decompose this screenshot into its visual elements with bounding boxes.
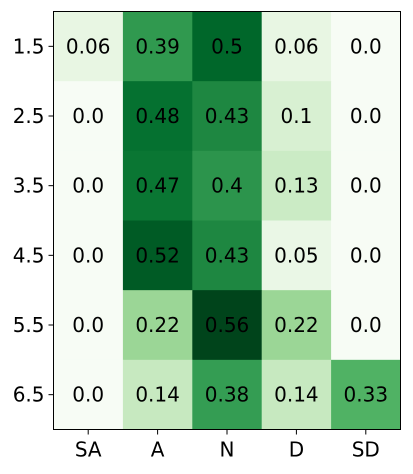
heatmap-cell — [122, 150, 193, 221]
heatmap-cell — [53, 150, 124, 221]
y-axis-ticks: 1.5 2.5 3.5 4.5 5.5 6.5 — [13, 34, 54, 407]
heatmap-cell — [53, 290, 124, 361]
heatmap-cell-labels: 0.06 0.39 0.5 0.06 0.0 0.0 0.48 0.43 0.1 0.0 0.0 0.… — [66, 34, 388, 406]
x-tick-label: SA — [75, 438, 102, 462]
heatmap-cell — [331, 290, 401, 361]
x-axis-ticks: SA A N D SD — [75, 429, 380, 462]
heatmap-cell — [192, 220, 263, 291]
y-tick-label: 4.5 — [13, 243, 45, 267]
heatmap-cell — [122, 220, 193, 291]
cell-value-label: 0.06 — [66, 34, 111, 58]
y-tick-label: 5.5 — [13, 313, 45, 337]
cell-value-label: 0.22 — [135, 313, 180, 337]
heatmap-cell — [53, 81, 124, 152]
cell-value-label: 0.06 — [274, 34, 319, 58]
x-tick-label: SD — [352, 438, 380, 462]
heatmap-cell — [261, 290, 332, 361]
heatmap-cell — [122, 290, 193, 361]
cell-value-label: 0.48 — [135, 104, 180, 128]
cell-value-label: 0.0 — [72, 174, 104, 198]
x-tick-label: A — [151, 438, 165, 462]
heatmap-cell — [53, 359, 124, 430]
cell-value-label: 0.0 — [72, 243, 104, 267]
heatmap-cell — [53, 220, 124, 291]
heatmap-cell — [331, 359, 401, 430]
cell-value-label: 0.05 — [274, 243, 319, 267]
cell-value-label: 0.13 — [274, 174, 319, 198]
cell-value-label: 0.14 — [274, 383, 319, 407]
cell-value-label: 0.56 — [205, 313, 250, 337]
cell-value-label: 0.47 — [135, 174, 180, 198]
heatmap-cell — [192, 359, 263, 430]
heatmap-cell — [192, 11, 263, 82]
cell-value-label: 0.22 — [274, 313, 319, 337]
cell-value-label: 0.43 — [205, 104, 250, 128]
y-tick-label: 1.5 — [13, 34, 45, 58]
heatmap-cell — [331, 150, 401, 221]
heatmap-cell — [53, 11, 124, 82]
cell-value-label: 0.0 — [72, 383, 104, 407]
heatmap-cell — [261, 150, 332, 221]
cell-value-label: 0.4 — [211, 174, 243, 198]
cell-value-label: 0.0 — [72, 104, 104, 128]
cell-value-label: 0.38 — [205, 383, 250, 407]
cell-value-label: 0.5 — [211, 34, 243, 58]
heatmap-cell — [261, 359, 332, 430]
cell-value-label: 0.39 — [135, 34, 180, 58]
cell-value-label: 0.52 — [135, 243, 180, 267]
heatmap-cells — [53, 11, 401, 430]
heatmap-cell — [331, 81, 401, 152]
cell-value-label: 0.43 — [205, 243, 250, 267]
heatmap-cell — [261, 220, 332, 291]
x-tick-label: D — [289, 438, 304, 462]
heatmap-cell — [122, 11, 193, 82]
y-tick-label: 2.5 — [13, 104, 45, 128]
heatmap-cell — [261, 11, 332, 82]
cell-value-label: 0.0 — [350, 104, 382, 128]
cell-value-label: 0.1 — [280, 104, 312, 128]
heatmap-cell — [331, 11, 401, 82]
cell-value-label: 0.0 — [350, 313, 382, 337]
cell-value-label: 0.0 — [350, 34, 382, 58]
y-tick-label: 6.5 — [13, 383, 45, 407]
heatmap-cell — [192, 150, 263, 221]
cell-value-label: 0.14 — [135, 383, 180, 407]
heatmap-cell — [192, 290, 263, 361]
cell-value-label: 0.0 — [350, 243, 382, 267]
cell-value-label: 0.33 — [344, 383, 389, 407]
heatmap-cell — [192, 81, 263, 152]
cell-value-label: 0.0 — [350, 174, 382, 198]
heatmap-cell — [331, 220, 401, 291]
heatmap-cell — [122, 359, 193, 430]
y-tick-label: 3.5 — [13, 174, 45, 198]
x-tick-label: N — [220, 438, 235, 462]
heatmap-cell — [261, 81, 332, 152]
cell-value-label: 0.0 — [72, 313, 104, 337]
heatmap-cell — [122, 81, 193, 152]
